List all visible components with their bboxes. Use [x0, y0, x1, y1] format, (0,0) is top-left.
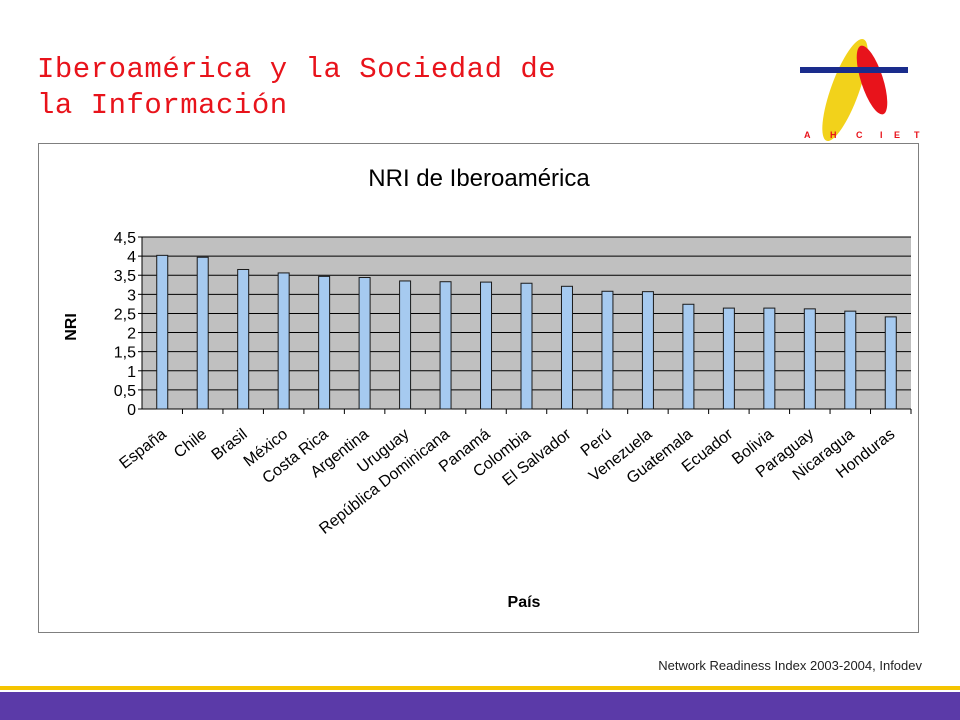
bar — [520, 282, 533, 410]
bar — [196, 256, 209, 410]
logo-red-shape — [856, 45, 888, 115]
bar — [399, 280, 412, 410]
bar — [277, 272, 290, 410]
svg-text:C: C — [856, 130, 863, 140]
bar — [358, 277, 371, 410]
bar — [641, 291, 654, 410]
svg-text:A: A — [804, 130, 811, 140]
y-tick-label: 4 — [127, 249, 136, 266]
y-tick-label: 0 — [127, 402, 136, 419]
bar — [601, 290, 614, 410]
bar — [318, 275, 331, 410]
y-tick-label: 3,5 — [114, 268, 136, 285]
source-note: Network Readiness Index 2003-2004, Infod… — [658, 658, 922, 673]
slide-title: Iberoamérica y la Sociedad de la Informa… — [37, 52, 637, 124]
x-tick-label: Chile — [171, 426, 210, 462]
bar — [237, 268, 250, 410]
y-axis-label: NRI — [63, 313, 80, 341]
nri-bar-chart: NRI de Iberoamérica NRI País 0 0,5 1 1,5 2 2,… — [63, 165, 912, 611]
bar — [156, 254, 169, 410]
logo-mark — [800, 39, 908, 141]
bar — [439, 281, 452, 410]
bar — [682, 303, 695, 410]
x-axis-label: País — [508, 594, 541, 611]
svg-text:E: E — [894, 130, 900, 140]
logo-blue-bar — [800, 67, 908, 73]
y-tick-label: 2,5 — [114, 306, 136, 323]
bar — [844, 310, 857, 410]
y-tick-label: 2 — [127, 326, 136, 343]
y-tick-label: 0,5 — [114, 383, 136, 400]
bar — [722, 307, 735, 410]
y-tick-label: 3 — [127, 287, 136, 304]
x-tick-label: España — [116, 426, 169, 473]
svg-text:H: H — [830, 130, 837, 140]
y-tick-label: 1 — [127, 364, 136, 381]
bar — [803, 308, 816, 410]
footer-divider — [0, 690, 960, 692]
bar — [560, 285, 573, 410]
svg-text:T: T — [914, 130, 920, 140]
bar — [884, 316, 897, 410]
logo-yellow-shape — [822, 39, 868, 141]
chart-title: NRI de Iberoamérica — [368, 165, 590, 192]
slide-title-line-2: la Información — [37, 89, 288, 122]
bar — [763, 307, 776, 410]
y-tick-label: 1,5 — [114, 345, 136, 362]
bar — [480, 281, 493, 410]
slide-title-line-1: Iberoamérica y la Sociedad de — [37, 53, 557, 86]
svg-text:I: I — [880, 130, 883, 140]
chart-frame: NRI de Iberoamérica NRI País 0 0,5 1 1,5 2 2,… — [38, 143, 919, 633]
y-tick-label: 4,5 — [114, 230, 136, 247]
